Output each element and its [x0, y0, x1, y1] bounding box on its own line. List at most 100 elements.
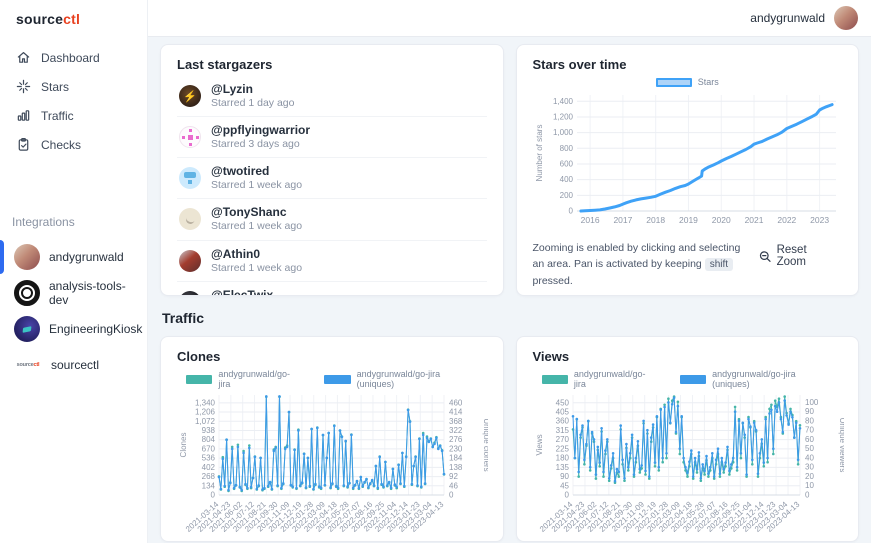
svg-text:135: 135	[555, 463, 569, 472]
svg-text:1,072: 1,072	[195, 417, 216, 426]
sourcectl-mini-logo: source ctl	[16, 362, 40, 368]
stargazer-row[interactable]: @TonyShanc Starred 1 week ago	[177, 198, 487, 239]
app-logo[interactable]: sourcectl	[0, 0, 147, 38]
sidebar-item-label: Traffic	[41, 108, 74, 123]
clones-chart[interactable]: 2021-03-142021-04-232021-06-022021-07-12…	[177, 391, 491, 542]
views-chart[interactable]: 2021-03-142021-04-232021-06-022021-07-12…	[533, 391, 847, 542]
integrations-heading: Integrations	[12, 215, 75, 229]
svg-text:276: 276	[449, 435, 463, 444]
integration-item-andygrunwald[interactable]: andygrunwald	[0, 239, 147, 275]
svg-text:402: 402	[202, 463, 216, 472]
clones-card: Clones andygrunwald/go-jira andygrunwald…	[160, 336, 504, 542]
integration-label: EngineeringKiosk	[49, 322, 143, 336]
svg-text:46: 46	[449, 481, 458, 490]
stargazer-row[interactable]: @twotired Starred 1 week ago	[177, 157, 487, 198]
integrations-list: andygrunwald analysis-tools-dev Engineer…	[0, 239, 147, 383]
clones-legend[interactable]: andygrunwald/go-jira andygrunwald/go-jir…	[177, 369, 487, 389]
svg-text:90: 90	[805, 407, 814, 416]
sidebar-nav: Dashboard Stars Traffic Checks	[0, 38, 147, 159]
avatar	[179, 167, 201, 190]
legend-swatch	[541, 374, 568, 384]
avatar	[179, 290, 201, 295]
svg-text:80: 80	[805, 416, 814, 425]
svg-text:230: 230	[449, 444, 463, 453]
stargazer-row[interactable]: @Athin0 Starred 1 week ago	[177, 239, 487, 281]
svg-text:2019: 2019	[679, 215, 698, 225]
clones-chart-title: Clones	[177, 349, 221, 364]
stargazer-starred-at: Starred 1 day ago	[211, 97, 295, 109]
stargazer-handle: @Lyzin	[211, 82, 253, 96]
integration-item-sourcectl[interactable]: source ctl sourcectl	[0, 347, 147, 383]
svg-text:Unique viewers: Unique viewers	[838, 418, 844, 473]
stars-over-time-card: Stars over time Stars 2016 2017 2018 2019 20…	[515, 44, 859, 296]
logo-part-ctl: ctl	[63, 11, 81, 27]
shift-key-badge: shift	[704, 258, 734, 272]
zoom-out-icon	[760, 250, 771, 262]
svg-text:Number of stars: Number of stars	[535, 125, 544, 182]
legend-swatch	[186, 374, 213, 384]
svg-text:360: 360	[555, 417, 569, 426]
svg-text:322: 322	[449, 426, 463, 435]
svg-text:2017: 2017	[613, 215, 632, 225]
svg-text:800: 800	[559, 144, 573, 153]
content: Last stargazers ⚡ @Lyzin Starred 1 day a…	[148, 37, 871, 543]
svg-text:10: 10	[805, 481, 814, 490]
svg-text:2023: 2023	[810, 215, 829, 225]
svg-text:315: 315	[555, 426, 569, 435]
stargazer-starred-at: Starred 1 week ago	[211, 261, 303, 274]
sidebar-item-stars[interactable]: Stars	[0, 72, 147, 101]
topbar-username[interactable]: andygrunwald	[750, 11, 825, 25]
avatar	[14, 244, 40, 270]
svg-text:2021: 2021	[744, 215, 763, 225]
svg-text:2016: 2016	[580, 215, 599, 225]
svg-text:270: 270	[555, 435, 569, 444]
legend-swatch	[324, 374, 351, 384]
stargazer-row[interactable]: @ElecTwix Starred 1 week ago	[177, 280, 487, 296]
svg-text:2018: 2018	[646, 215, 665, 225]
stargazer-starred-at: Starred 1 week ago	[211, 220, 303, 233]
svg-text:460: 460	[449, 398, 463, 407]
legend-swatch	[655, 77, 692, 87]
sidebar-item-checks[interactable]: Checks	[0, 130, 147, 159]
legend-label: andygrunwald/go-jira (uniques)	[712, 369, 796, 389]
stargazer-starred-at: Starred 3 days ago	[211, 138, 300, 151]
zoom-hint-text: Zooming is enabled by clicking and selec…	[532, 242, 741, 287]
svg-text:536: 536	[202, 454, 216, 463]
svg-text:1,206: 1,206	[195, 408, 216, 417]
svg-text:225: 225	[555, 444, 569, 453]
topbar: andygrunwald	[148, 0, 871, 37]
stargazer-row[interactable]: ⚡ @Lyzin Starred 1 day ago	[177, 76, 487, 116]
svg-text:50: 50	[805, 444, 814, 453]
integration-label: andygrunwald	[49, 250, 124, 264]
svg-text:1,000: 1,000	[552, 128, 573, 137]
svg-text:405: 405	[555, 408, 569, 417]
sidebar-item-traffic[interactable]: Traffic	[0, 101, 147, 130]
avatar	[179, 126, 201, 149]
svg-text:670: 670	[202, 444, 216, 453]
stargazer-row[interactable]: @ppflyingwarrior Starred 3 days ago	[177, 116, 487, 157]
legend-label: Stars	[697, 77, 719, 87]
legend-label: andygrunwald/go-jira	[218, 369, 290, 389]
reset-zoom-button[interactable]: Reset Zoom	[753, 240, 842, 272]
views-legend[interactable]: andygrunwald/go-jira andygrunwald/go-jir…	[533, 369, 843, 389]
svg-text:92: 92	[449, 472, 458, 481]
svg-text:0: 0	[211, 491, 216, 500]
svg-text:368: 368	[449, 417, 463, 426]
stargazers-list: ⚡ @Lyzin Starred 1 day ago @ppflyingwarr…	[177, 76, 487, 296]
svg-text:90: 90	[560, 472, 569, 481]
sidebar-item-dashboard[interactable]: Dashboard	[0, 43, 147, 72]
stars-legend[interactable]: Stars	[533, 77, 843, 87]
svg-text:45: 45	[560, 481, 569, 490]
stars-chart[interactable]: 2016 2017 2018 2019 2020 2021 2022 2023 0 200 400 6…	[533, 89, 844, 227]
home-icon	[17, 52, 30, 63]
svg-text:40: 40	[805, 453, 814, 462]
traffic-section-heading: Traffic	[162, 310, 205, 326]
user-avatar[interactable]	[834, 6, 858, 30]
main-area: andygrunwald Last stargazers ⚡ @Lyzin St…	[148, 0, 871, 543]
svg-text:0: 0	[564, 491, 569, 500]
svg-text:400: 400	[559, 175, 573, 184]
integration-item-engineeringkiosk[interactable]: EngineeringKiosk	[0, 311, 147, 347]
stargazer-handle: @ElecTwix	[211, 287, 274, 296]
svg-text:938: 938	[202, 426, 216, 435]
integration-item-analysis-tools-dev[interactable]: analysis-tools-dev	[0, 275, 147, 311]
